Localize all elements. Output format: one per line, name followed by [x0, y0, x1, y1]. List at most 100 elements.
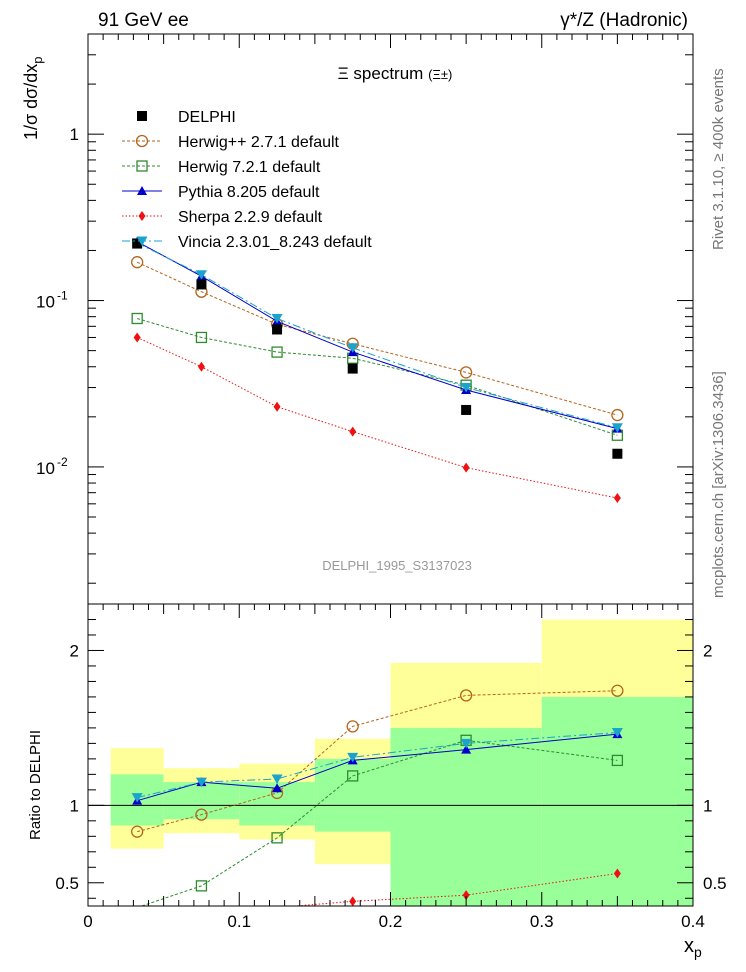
- main-point: [131, 312, 143, 325]
- main-line: [136, 337, 618, 499]
- main-panel: DELPHI_1995_S3137023 DELPHI Herwig++ 2.7.…: [21, 33, 694, 605]
- chart-title-superscript: (Ξ±): [428, 67, 452, 82]
- main-point: [611, 408, 624, 422]
- ratio-point: [131, 793, 143, 803]
- main-line: [136, 241, 618, 430]
- x-tick-label: 0.3: [530, 912, 554, 931]
- main-line: [136, 261, 618, 416]
- main-point: [195, 331, 208, 344]
- ratio-point: [347, 770, 359, 782]
- main-point: [460, 383, 472, 393]
- ratio-point: [611, 754, 624, 767]
- ratio-line: [137, 690, 618, 833]
- ratio-band-inner: [163, 782, 240, 820]
- ratio-line: [140, 739, 618, 906]
- main-y-axis-title-main: 1/σ dσ/dx: [21, 64, 41, 140]
- main-point: [462, 462, 470, 473]
- main-point: [195, 270, 207, 280]
- data-point: [347, 363, 358, 374]
- x-tick-label: 0.2: [379, 912, 403, 931]
- main-point: [611, 423, 623, 433]
- legend-label: DELPHI: [178, 109, 236, 126]
- main-line: [136, 242, 618, 429]
- main-y-tick-label-pow: 10: [36, 293, 55, 312]
- header-left-label: 91 GeV ee: [98, 10, 189, 31]
- main-point: [131, 256, 144, 269]
- x-tick-label: 0.1: [227, 912, 251, 931]
- ratio-point: [349, 896, 357, 907]
- chart-title: Ξ spectrum (Ξ±): [338, 64, 453, 83]
- ratio-point: [271, 832, 283, 844]
- main-point: [197, 361, 205, 372]
- ratio-point: [195, 880, 208, 892]
- ratio-point: [460, 738, 472, 749]
- main-y-axis-title: 1/σ dσ/dxp: [21, 57, 45, 141]
- data-point: [461, 404, 472, 415]
- ratio-panel: 0 0.1 0.2 0.3 0.40.5 0.51 12 2 Ratio to DELPHI …: [27, 603, 727, 960]
- data-point: [196, 279, 207, 290]
- chart-watermark: DELPHI_1995_S3137023: [322, 558, 472, 573]
- legend-label: Sherpa 2.2.9 default: [178, 209, 323, 226]
- main-point: [271, 346, 283, 358]
- ratio-point: [611, 728, 623, 738]
- mcplots-label: mcplots.cern.ch [arXiv:1306.3436]: [710, 371, 727, 598]
- x-axis-title: xp: [684, 935, 702, 960]
- main-y-axis-title-sub: p: [30, 57, 45, 64]
- x-axis-title-sub: p: [694, 944, 702, 960]
- data-point: [612, 448, 623, 459]
- legend-marker: [136, 236, 148, 246]
- main-y-tick-label-1: 1: [70, 125, 79, 144]
- ratio-line: [137, 732, 618, 799]
- ratio-point: [346, 720, 359, 733]
- main-y-tick-label-pow: 10: [36, 459, 55, 478]
- main-line: [137, 318, 618, 436]
- ratio-y-tick-label-right: 2: [703, 641, 712, 660]
- legend-label: Vincia 2.3.01_8.243 default: [178, 234, 372, 251]
- ratio-y-tick-label-left: 1: [70, 796, 79, 815]
- ratio-line: [137, 733, 618, 802]
- main-y-tick-label-exp: -2: [57, 455, 68, 469]
- ratio-band-inner: [390, 727, 542, 906]
- main-point: [347, 343, 359, 353]
- legend-label: Herwig 7.2.1 default: [178, 159, 321, 176]
- data-point: [132, 238, 143, 249]
- ratio-y-tick-label-left: 0.5: [55, 874, 79, 893]
- main-point: [133, 332, 141, 343]
- legend-marker: [136, 160, 148, 172]
- ratio-y-tick-label-left: 2: [70, 641, 79, 660]
- legend-marker-data: [137, 111, 147, 121]
- ratio-point: [272, 783, 283, 793]
- main-point: [349, 426, 357, 437]
- ratio-point: [611, 684, 624, 697]
- rivet-version-label: Rivet 3.1.10, ≥ 400k events: [710, 68, 727, 250]
- legend-marker: [135, 134, 149, 148]
- ratio-point: [462, 890, 470, 901]
- ratio-y-axis-title: Ratio to DELPHI: [27, 730, 44, 840]
- main-point: [271, 313, 283, 324]
- header-right-label: γ*/Z (Hadronic): [560, 10, 688, 31]
- legend-marker: [137, 186, 147, 195]
- data-point: [272, 324, 283, 335]
- ratio-point: [195, 808, 208, 821]
- x-axis-title-main: x: [684, 935, 694, 957]
- ratio-point: [461, 744, 472, 754]
- main-point: [613, 493, 621, 504]
- x-tick-label: 0.4: [681, 912, 705, 931]
- legend-label: Herwig++ 2.7.1 default: [178, 134, 340, 151]
- ratio-point: [459, 689, 473, 702]
- legend-marker: [138, 211, 146, 221]
- x-tick-label: 0: [83, 912, 92, 931]
- ratio-point: [195, 777, 207, 788]
- ratio-y-tick-label-right: 0.5: [703, 874, 727, 893]
- main-point: [459, 366, 473, 379]
- ratio-point: [613, 868, 621, 879]
- ratio-y-tick-label-right: 1: [703, 796, 712, 815]
- ratio-point: [131, 825, 144, 838]
- ratio-point: [271, 774, 283, 785]
- main-y-tick-label-exp: -1: [57, 289, 68, 303]
- legend-label: Pythia 8.205 default: [178, 184, 320, 201]
- main-point: [273, 401, 281, 412]
- ratio-point: [347, 752, 359, 763]
- legend: DELPHI Herwig++ 2.7.1 default Herwig 7.2.1…: [122, 109, 372, 251]
